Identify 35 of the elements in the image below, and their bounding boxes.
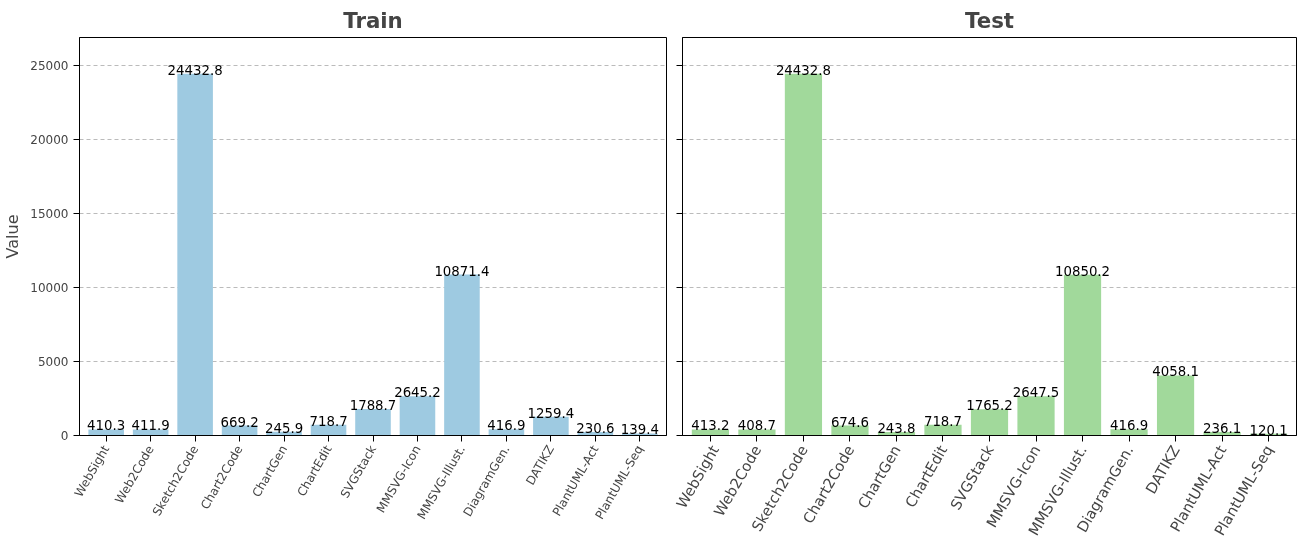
data-label: 718.7 — [923, 413, 963, 429]
data-label: 236.1 — [1203, 421, 1242, 436]
data-label: 674.6 — [830, 414, 870, 430]
data-label: 243.8 — [877, 420, 916, 436]
y-tick-label: 10000 — [30, 280, 69, 295]
y-tick-label: 5000 — [37, 354, 69, 369]
y-tick-label: 15000 — [30, 206, 69, 221]
data-label: 4058.1 — [1152, 364, 1199, 380]
data-label: 139.4 — [620, 422, 659, 438]
data-label: 10871.4 — [434, 263, 490, 279]
data-label: 24432.8 — [775, 62, 832, 78]
data-label: 1765.2 — [966, 398, 1013, 414]
data-label: 230.6 — [576, 421, 615, 437]
y-tick-label: 0 — [60, 429, 69, 443]
data-label: 408.7 — [737, 418, 776, 434]
chart-title: Test — [964, 7, 1015, 33]
data-label: 669.2 — [220, 414, 259, 430]
data-label: 2645.2 — [394, 385, 441, 401]
data-label: 413.2 — [691, 418, 730, 434]
data-label: 416.9 — [487, 418, 526, 434]
data-label: 411.9 — [131, 418, 170, 434]
data-label: 718.7 — [309, 413, 348, 429]
data-label: 2647.5 — [1012, 385, 1060, 401]
data-label: 410.3 — [87, 418, 126, 434]
y-tick-label: 25000 — [30, 58, 69, 73]
data-label: 24432.8 — [167, 62, 223, 78]
chart-title: Train — [343, 7, 403, 33]
data-label: 1788.7 — [349, 398, 397, 414]
data-label: 416.9 — [1109, 418, 1149, 434]
data-label: 245.9 — [264, 420, 304, 436]
data-label: 120.1 — [1249, 422, 1288, 438]
y-tick-label: 20000 — [30, 132, 69, 147]
y-axis-title: Value — [3, 214, 23, 259]
data-label: 10850.2 — [1054, 263, 1111, 279]
data-label: 1259.4 — [527, 405, 575, 421]
